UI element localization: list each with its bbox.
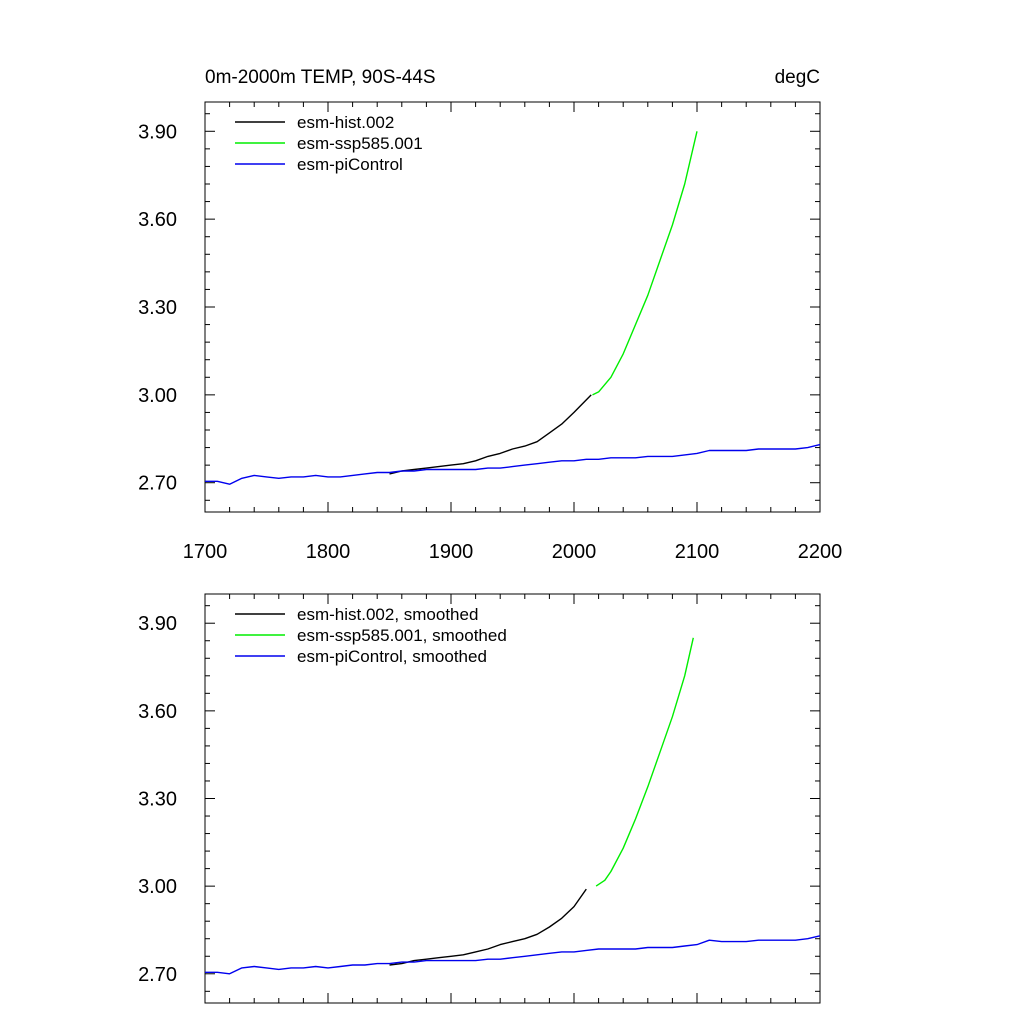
legend-label: esm-piControl, smoothed	[297, 647, 487, 666]
legend-label: esm-hist.002	[297, 113, 394, 132]
y-tick-label: 2.70	[138, 964, 177, 986]
x-tick-label: 2200	[798, 541, 843, 563]
legend-label: esm-ssp585.001, smoothed	[297, 626, 507, 645]
y-tick-label: 3.30	[138, 297, 177, 319]
legend-label: esm-hist.002, smoothed	[297, 605, 478, 624]
top-panel: 2.70 3.00 3.30 3.60 3.90 1700 1800 1900 2000 2100…	[138, 67, 842, 563]
legend-label: esm-piControl	[297, 155, 403, 174]
y-tick-label: 2.70	[138, 473, 177, 495]
series-line-2	[205, 935, 821, 975]
y-tick-label: 3.60	[138, 209, 177, 231]
y-tick-label: 3.60	[138, 701, 177, 723]
x-tick-label: 2100	[675, 541, 720, 563]
x-tick-label: 1700	[183, 541, 228, 563]
series-line-1	[595, 637, 694, 887]
y-tick-label: 3.00	[138, 385, 177, 407]
y-tick-label: 3.90	[138, 121, 177, 143]
chart-title: 0m-2000m TEMP, 90S-44S	[205, 67, 436, 88]
x-tick-label: 1800	[306, 541, 351, 563]
series-line-0	[389, 394, 592, 475]
y-tick-label: 3.90	[138, 613, 177, 635]
bottom-panel: 2.70 3.00 3.30 3.60 3.90 esm-hist.002, smooth…	[138, 593, 821, 1004]
y-tick-label: 3.30	[138, 789, 177, 811]
series-line-2	[205, 443, 821, 485]
x-tick-label: 1900	[429, 541, 474, 563]
series-line-1	[592, 131, 698, 396]
units-label: degC	[775, 67, 820, 88]
y-tick-label: 3.00	[138, 876, 177, 898]
legend-label: esm-ssp585.001	[297, 134, 423, 153]
x-tick-label: 2000	[552, 541, 597, 563]
series-line-0	[389, 888, 587, 966]
